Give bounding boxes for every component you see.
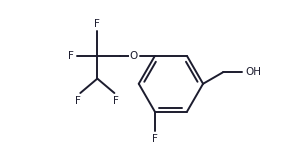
Text: OH: OH bbox=[245, 67, 261, 77]
Text: F: F bbox=[113, 96, 119, 106]
Text: F: F bbox=[95, 19, 100, 29]
Text: O: O bbox=[130, 51, 138, 61]
Text: F: F bbox=[152, 134, 158, 144]
Text: F: F bbox=[75, 96, 81, 106]
Text: F: F bbox=[68, 51, 74, 61]
